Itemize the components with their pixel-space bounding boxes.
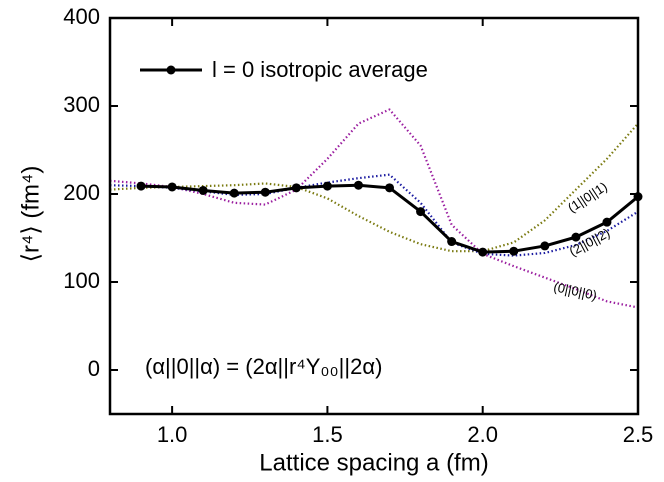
marker	[447, 237, 457, 247]
y-tick-label: 200	[63, 180, 100, 205]
y-tick-label: 100	[63, 268, 100, 293]
marker	[602, 217, 612, 227]
marker	[291, 183, 301, 193]
marker	[385, 183, 395, 193]
marker	[198, 185, 208, 195]
x-tick-label: 2.5	[623, 422, 654, 447]
y-axis-label: ⟨r⁴⟩ (fm⁴)	[17, 166, 44, 263]
marker	[136, 181, 146, 191]
plot-frame	[108, 16, 640, 416]
marker	[478, 247, 488, 257]
y-tick-label: 300	[63, 92, 100, 117]
marker	[540, 241, 550, 251]
annotation: (α||0||α) = (2α||r⁴Y₀₀||2α)	[145, 354, 382, 379]
legend-marker	[166, 65, 176, 75]
marker	[260, 187, 270, 197]
series-line	[109, 108, 639, 309]
x-tick-label: 1.0	[157, 422, 188, 447]
curve-label: (0||0||0)	[552, 279, 598, 303]
x-tick-label: 1.5	[312, 422, 343, 447]
marker	[353, 180, 363, 190]
marker	[416, 207, 426, 217]
marker	[571, 232, 581, 242]
y-tick-label: 0	[88, 356, 100, 381]
marker	[167, 182, 177, 192]
marker	[322, 181, 332, 191]
series-line	[141, 183, 639, 254]
marker	[229, 188, 239, 198]
y-tick-label: 400	[63, 4, 100, 29]
curve-label: (1||0||1)	[565, 179, 610, 215]
x-axis-label: Lattice spacing a (fm)	[259, 449, 488, 476]
series-line	[109, 122, 639, 253]
x-tick-label: 2.0	[467, 422, 498, 447]
marker	[509, 246, 519, 256]
legend-label: l = 0 isotropic average	[212, 57, 428, 82]
